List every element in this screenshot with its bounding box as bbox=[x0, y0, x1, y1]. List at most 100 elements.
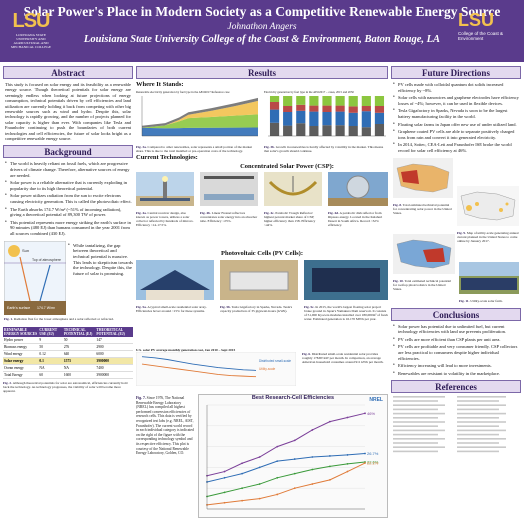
efficiency-point bbox=[276, 476, 279, 479]
reference-line bbox=[393, 400, 438, 403]
bar-segment-renewables bbox=[348, 96, 358, 107]
bar-segment-natural-gas bbox=[374, 112, 385, 125]
efficiency-point bbox=[258, 466, 261, 469]
background-bullet: The world is heavily reliant on fossil f… bbox=[4, 161, 132, 178]
bar-segment-coal bbox=[296, 123, 306, 137]
bar-segment-nuclear bbox=[322, 105, 332, 113]
power-tower-image bbox=[136, 172, 194, 206]
fig10-caption-label: Fig. 10. bbox=[393, 278, 404, 283]
future-bullet: In 2014, Soitec, CEA-Leti and Fraunhofer… bbox=[392, 142, 520, 153]
table-cell: Wind energy bbox=[3, 350, 39, 358]
reference-line bbox=[457, 446, 506, 449]
conclusion-bullets: Solar power has potential due to unlimit… bbox=[391, 321, 521, 381]
table-cell: 50 bbox=[62, 336, 96, 344]
poster-institution: Louisiana State University College of th… bbox=[83, 34, 441, 45]
lsu-logo-left: LSU LOUISIANA STATE UNIVERSITY AND AGRIC… bbox=[6, 10, 56, 50]
fig11-panel: Fig. 11. Utility-scale solar farm. bbox=[459, 261, 519, 303]
efficiency-point bbox=[276, 460, 279, 463]
references-lines bbox=[393, 396, 506, 453]
bar-segment-renewables bbox=[309, 96, 319, 106]
dish-reflector bbox=[346, 175, 370, 199]
fig2-caption-text: Although theoretical potentials for sola… bbox=[3, 380, 128, 393]
csp-fresnel: Fig. 4b. Linear Fresnel reflectors conce… bbox=[200, 172, 258, 223]
bar-segment-nuclear bbox=[348, 106, 358, 113]
table-row: Ocean energy NA NA 7400 bbox=[3, 364, 133, 372]
table-cell: 3900000 bbox=[95, 371, 133, 379]
pv-floating: Fig. 5c. In 2015, the world's largest fl… bbox=[304, 260, 388, 321]
fig10-panel: Fig. 10. Total estimated technical poten… bbox=[393, 233, 455, 291]
sun-icon bbox=[8, 244, 20, 257]
reference-line bbox=[393, 446, 445, 449]
efficiency-point bbox=[241, 462, 244, 465]
bar-segment-renewables bbox=[283, 96, 293, 107]
fig4a-caption-label: Fig. 4a. bbox=[136, 211, 147, 215]
reference-line bbox=[393, 429, 445, 432]
fig1-label-sun: Sun bbox=[22, 248, 29, 253]
table-cell: Solar energy bbox=[3, 357, 39, 365]
fig8-caption-text: Total estimated technical potential for … bbox=[393, 202, 452, 215]
bar-segment-coal bbox=[361, 127, 371, 137]
fig10-rooftop-map bbox=[393, 233, 455, 274]
reference-line bbox=[393, 450, 438, 453]
gigafactory-image bbox=[220, 260, 298, 300]
table-header-cell: RENEWABLE ENERGY SOURCES bbox=[3, 326, 39, 337]
table-cell: Ocean energy bbox=[3, 364, 39, 372]
efficiency-point bbox=[293, 458, 296, 460]
reference-line bbox=[393, 408, 438, 411]
efficiency-record-label: 22.6% bbox=[367, 459, 379, 464]
efficiency-series-line bbox=[206, 462, 366, 506]
pv-cost-row: U.S. solar PV average monthly generation… bbox=[135, 348, 388, 390]
parabolic-dish-image bbox=[328, 172, 388, 206]
reference-line bbox=[457, 396, 506, 398]
efficiency-point bbox=[328, 465, 331, 468]
efficiency-record-label: 26.7% bbox=[367, 451, 379, 456]
efficiency-series-line bbox=[206, 412, 366, 477]
efficiency-point bbox=[293, 487, 296, 490]
table-cell: 50 bbox=[38, 343, 63, 351]
conclusion-bullet: Efficiency increasing will lead to more … bbox=[392, 363, 520, 369]
fig9-planned-capacity-dot bbox=[499, 207, 503, 212]
cost-series-line bbox=[141, 363, 257, 378]
future-bullet: Tesla Gigafactory in Sparks, Nevada is s… bbox=[392, 108, 520, 119]
references-block bbox=[393, 396, 506, 453]
reference-line bbox=[457, 417, 499, 419]
future-bullet: Solar cells with nanowires and graphene … bbox=[392, 95, 520, 106]
table-cell: 1575 bbox=[62, 357, 96, 365]
fig1-label-top: Top of atmosphere bbox=[32, 258, 61, 262]
reference-line bbox=[393, 438, 445, 440]
table-cell: 640 bbox=[62, 350, 96, 358]
background-bullet: This potential represents more energy st… bbox=[4, 220, 132, 237]
efficiency-point bbox=[346, 416, 349, 419]
cost-series-line bbox=[141, 356, 257, 371]
abstract-text: This study is focused on solar energy an… bbox=[5, 82, 131, 142]
bar-segment-natural-gas bbox=[348, 112, 358, 127]
fig10-high-potential-region bbox=[423, 247, 445, 262]
fig7-panel: Best Research-Cell Efficiencies 46% 26.7%… bbox=[198, 394, 388, 518]
fig4b-caption-label: Fig. 4b. bbox=[200, 211, 211, 215]
cost-legend-label: Distributed small-scale bbox=[259, 359, 291, 363]
fig1-reflected-arrow bbox=[39, 264, 51, 301]
fig9-planned-capacity-dot bbox=[466, 204, 472, 211]
fig10-caption: Fig. 10. Total estimated technical poten… bbox=[393, 279, 455, 291]
background-heading: Background bbox=[3, 145, 133, 159]
column-right: Future Directions PV cells made with col… bbox=[391, 66, 521, 522]
poster-title: Solar Power's Place in Modern Society as… bbox=[23, 4, 501, 19]
table-header-cell: CURRENT USE (EJ) bbox=[38, 326, 63, 337]
column-center: Results Where It Stands: Renewable elect… bbox=[135, 66, 388, 522]
references-heading: References bbox=[391, 380, 521, 394]
bar-segment-coal bbox=[283, 125, 293, 137]
efficiency-point bbox=[241, 487, 244, 490]
future-bullets: PV cells made with colloidal quantum dot… bbox=[391, 79, 521, 158]
bar-segment-renewables bbox=[374, 96, 385, 107]
fig11-panel-rows bbox=[461, 277, 517, 290]
factory-building bbox=[229, 271, 289, 291]
poster-author: Johnathon Angers bbox=[227, 22, 297, 32]
table-cell: NA bbox=[38, 364, 63, 372]
lsu-logo-right: LSU College of the Coast & Environment bbox=[458, 10, 518, 50]
fig4d-caption-label: Fig. 4d. bbox=[328, 211, 339, 215]
table-cell: 3900000 bbox=[95, 357, 133, 365]
reference-line bbox=[393, 421, 445, 424]
fig11-caption-label: Fig. 11. bbox=[459, 298, 470, 303]
reference-line bbox=[393, 417, 438, 419]
bar-segment-renewables bbox=[269, 96, 280, 103]
